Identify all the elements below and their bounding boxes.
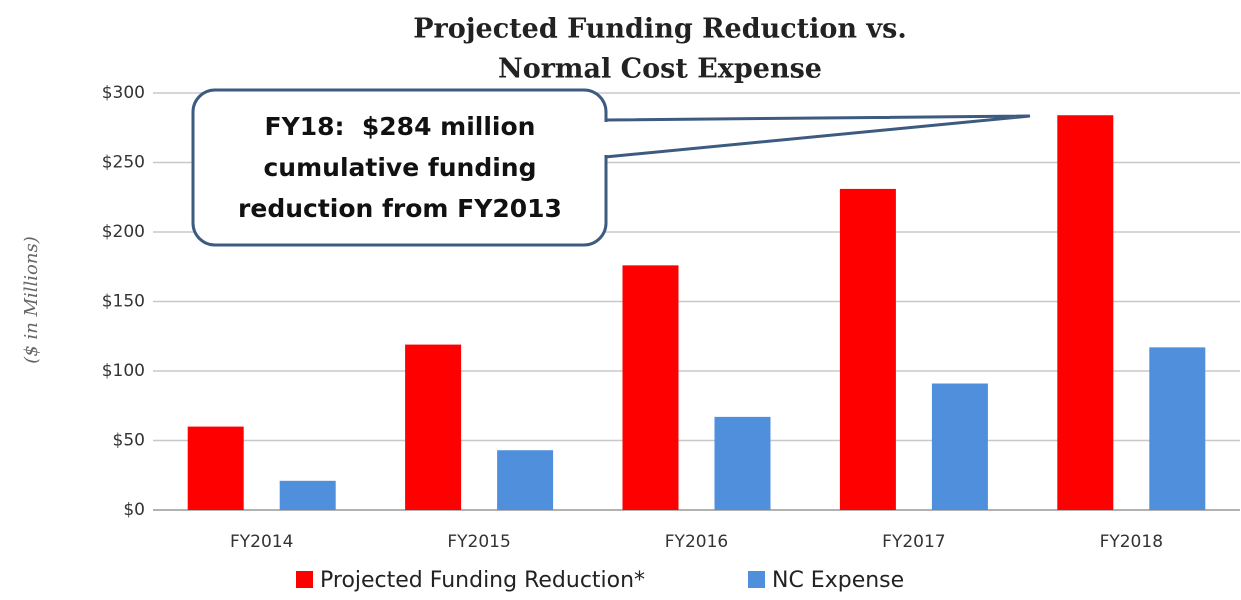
annotation: reduction from FY2013 [238, 194, 562, 223]
y-tick-label: $0 [123, 500, 145, 520]
legend-label: Projected Funding Reduction* [320, 568, 645, 593]
x-tick-label: FY2017 [882, 532, 945, 552]
callout-pointer [604, 114, 1031, 159]
callout: FY18: $284 million cumulative funding re… [191, 88, 1031, 247]
bar [622, 265, 679, 510]
legend-swatch [296, 571, 313, 588]
y-axis-label: ($ in Millions) [21, 236, 42, 363]
bar [931, 383, 988, 510]
y-tick-label: $50 [113, 431, 145, 451]
y-tick-label: $200 [102, 222, 145, 242]
y-tick-label: $250 [102, 153, 145, 173]
y-tick-label: $300 [102, 83, 145, 103]
annotation: FY18: $284 million [265, 112, 536, 141]
callout-joint [595, 122, 609, 155]
annotation: cumulative funding [263, 153, 536, 182]
y-tick-label: $100 [102, 361, 145, 381]
x-tick-label: FY2014 [230, 532, 293, 552]
x-tick-label: FY2015 [447, 532, 510, 552]
legend-swatch [748, 571, 765, 588]
bar [187, 426, 244, 510]
bar [1149, 347, 1206, 510]
x-tick-label: FY2018 [1100, 532, 1163, 552]
chart-title: Normal Cost Expense [498, 54, 822, 85]
x-tick-label: FY2016 [665, 532, 728, 552]
bar [279, 480, 336, 510]
chart-title: Projected Funding Reduction vs. [413, 14, 906, 45]
callout-box [191, 88, 608, 247]
bar [1057, 115, 1114, 511]
legend-label: NC Expense [772, 568, 904, 593]
bar [839, 188, 896, 510]
bar [405, 344, 462, 510]
bar [497, 450, 554, 510]
y-tick-label: $150 [102, 292, 145, 312]
bar [714, 416, 771, 510]
